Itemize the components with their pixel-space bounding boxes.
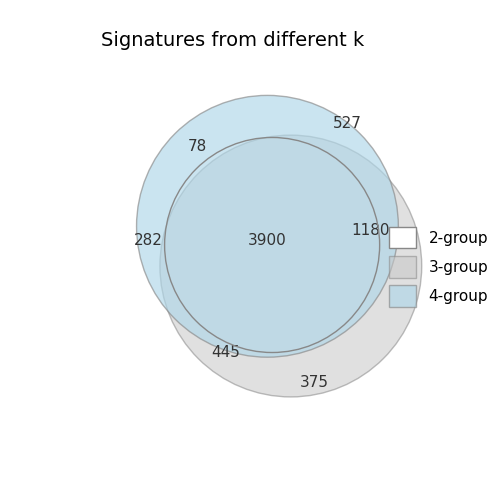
Text: 445: 445 xyxy=(211,345,240,360)
Text: 78: 78 xyxy=(187,139,207,154)
Text: 282: 282 xyxy=(134,233,163,248)
Text: 3900: 3900 xyxy=(248,233,287,248)
Circle shape xyxy=(160,135,422,397)
Text: 1180: 1180 xyxy=(351,223,390,238)
Title: Signatures from different k: Signatures from different k xyxy=(101,31,364,50)
Legend: 2-group, 3-group, 4-group: 2-group, 3-group, 4-group xyxy=(383,221,494,313)
Text: 375: 375 xyxy=(300,375,329,391)
Text: 527: 527 xyxy=(333,116,361,131)
Circle shape xyxy=(137,95,398,357)
